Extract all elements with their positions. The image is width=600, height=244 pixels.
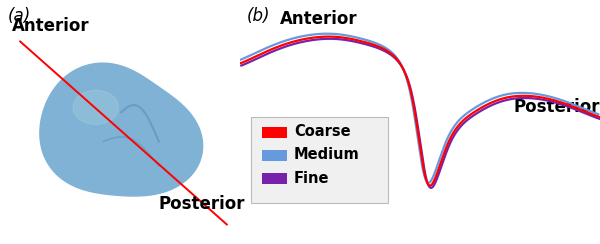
Bar (251, 117, 388, 203)
Text: (a): (a) (8, 7, 31, 25)
Text: Anterior: Anterior (11, 17, 89, 35)
Bar (262, 173, 287, 184)
Bar (262, 127, 287, 138)
Bar (262, 150, 287, 161)
Text: Coarse: Coarse (294, 124, 350, 139)
Text: Anterior: Anterior (280, 10, 358, 28)
Text: Medium: Medium (294, 147, 360, 163)
Text: Fine: Fine (294, 171, 329, 186)
Text: Posterior: Posterior (514, 98, 600, 116)
Polygon shape (73, 90, 118, 124)
Text: (b): (b) (247, 7, 271, 25)
Text: Posterior: Posterior (158, 195, 245, 213)
Polygon shape (40, 63, 203, 196)
